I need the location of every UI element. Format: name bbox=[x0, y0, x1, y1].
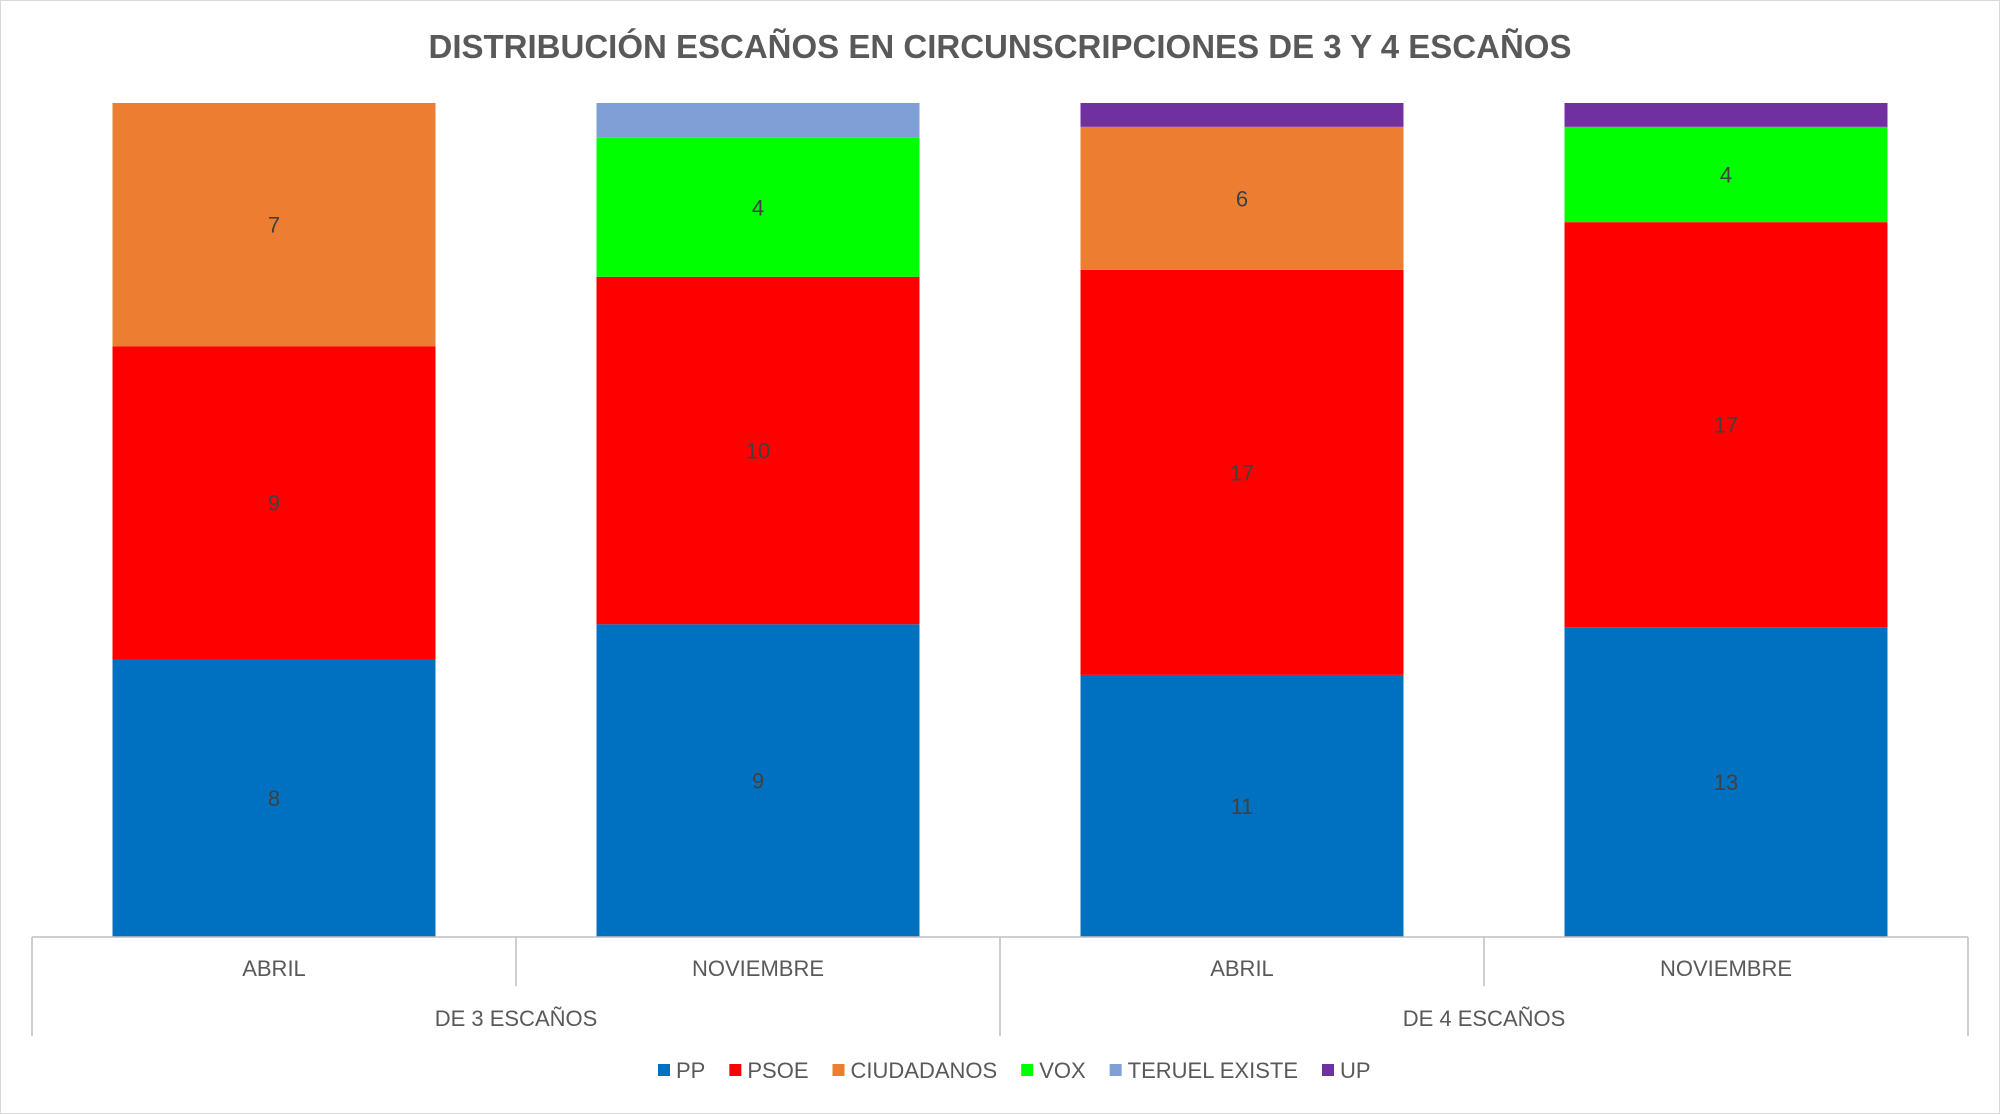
data-label: 9 bbox=[752, 769, 764, 794]
legend-swatch bbox=[729, 1064, 742, 1076]
legend-item: UP bbox=[1322, 1058, 1371, 1083]
bar-segment-ciudadanos bbox=[112, 103, 436, 347]
data-label: 6 bbox=[1236, 186, 1248, 211]
bar-segment-vox bbox=[1564, 126, 1888, 223]
legend-label: TERUEL EXISTE bbox=[1128, 1058, 1298, 1083]
data-label: 8 bbox=[268, 786, 280, 811]
legend-label: PSOE bbox=[747, 1058, 808, 1083]
legend-label: UP bbox=[1340, 1058, 1371, 1083]
legend-item: CIUDADANOS bbox=[832, 1058, 998, 1083]
data-label: 4 bbox=[1720, 162, 1732, 187]
data-label: 17 bbox=[1230, 460, 1254, 485]
group-label: DE 4 ESCAÑOS bbox=[1403, 1006, 1566, 1031]
legend-swatch bbox=[1021, 1064, 1034, 1076]
legend-swatch bbox=[658, 1064, 670, 1076]
bar-segment-pp bbox=[1080, 674, 1404, 937]
category-label: NOVIEMBRE bbox=[1660, 956, 1792, 981]
data-label: 9 bbox=[268, 491, 280, 516]
bar-segment-psoe bbox=[112, 346, 436, 659]
bar-segment-teruel-existe bbox=[596, 103, 920, 138]
bar-segment-pp bbox=[112, 659, 436, 937]
legend-item: VOX bbox=[1021, 1058, 1086, 1083]
category-label: ABRIL bbox=[242, 956, 306, 981]
group-label: DE 3 ESCAÑOS bbox=[435, 1006, 598, 1031]
legend-label: CIUDADANOS bbox=[851, 1058, 998, 1083]
legend-label: VOX bbox=[1039, 1058, 1086, 1083]
data-label: 11 bbox=[1231, 794, 1254, 819]
legend-item: TERUEL EXISTE bbox=[1109, 1058, 1298, 1083]
bar-segment-up bbox=[1080, 103, 1404, 127]
data-label: 13 bbox=[1714, 770, 1738, 795]
bar-segment-pp bbox=[596, 624, 920, 937]
category-label: NOVIEMBRE bbox=[692, 956, 824, 981]
legend-label: PP bbox=[676, 1058, 705, 1083]
bar-segment-vox bbox=[596, 137, 920, 277]
chart-title: DISTRIBUCIÓN ESCAÑOS EN CIRCUNSCRIPCIONE… bbox=[429, 28, 1572, 65]
data-label: 10 bbox=[746, 439, 770, 464]
bar-segment-ciudadanos bbox=[1080, 126, 1404, 270]
legend-item: PSOE bbox=[729, 1058, 809, 1083]
data-label: 4 bbox=[752, 195, 764, 220]
data-label: 17 bbox=[1714, 413, 1738, 438]
legend-item: PP bbox=[658, 1058, 705, 1083]
legend-swatch bbox=[1109, 1064, 1122, 1076]
bar-segment-pp bbox=[1564, 627, 1888, 937]
bar-segment-up bbox=[1564, 103, 1888, 127]
bar-segment-psoe bbox=[1080, 269, 1404, 675]
legend-swatch bbox=[1322, 1064, 1334, 1076]
bar-segment-psoe bbox=[1564, 222, 1888, 628]
legend-swatch bbox=[832, 1064, 845, 1076]
category-label: ABRIL bbox=[1210, 956, 1274, 981]
data-label: 7 bbox=[268, 213, 280, 238]
bar-segment-psoe bbox=[596, 276, 920, 625]
